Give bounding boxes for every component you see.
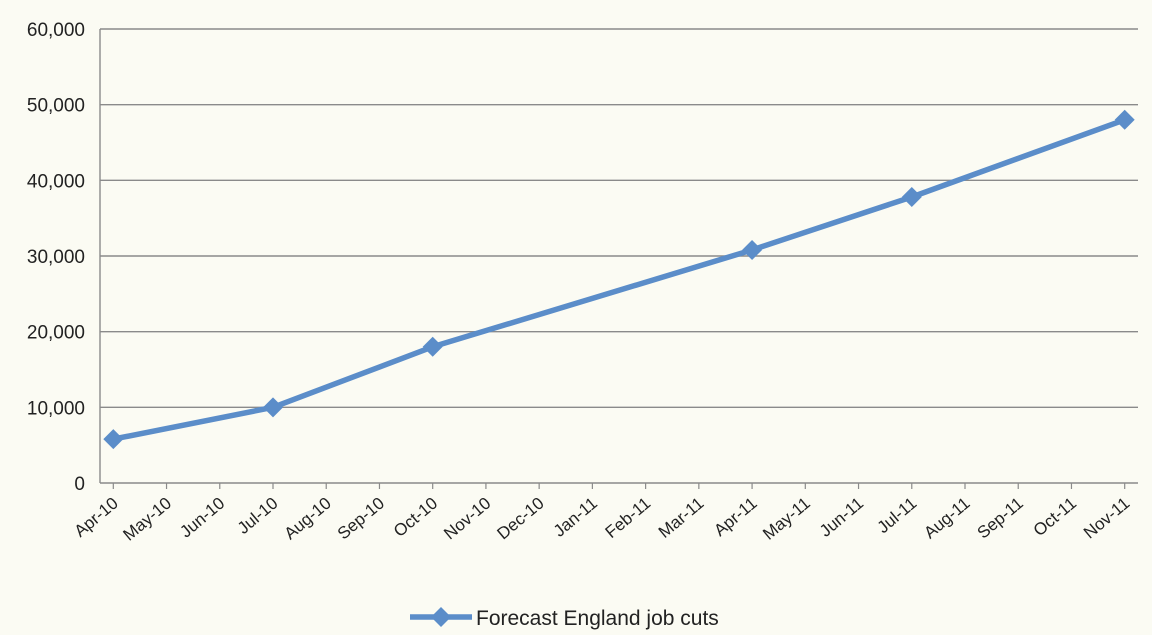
x-tick-label: Jun-11 <box>816 494 867 541</box>
x-tick-label: Aug-11 <box>920 494 973 543</box>
x-tick-label: Nov-10 <box>440 494 494 544</box>
x-tick-label: Jul-10 <box>234 494 282 538</box>
x-tick-label: Jun-10 <box>176 494 228 542</box>
x-tick-label: Jul-11 <box>874 494 921 538</box>
data-point-marker <box>263 397 283 418</box>
data-point-marker <box>422 336 443 357</box>
x-tick-label: Mar-11 <box>655 494 708 542</box>
x-tick-label: May-10 <box>119 494 175 545</box>
x-tick-label: Apr-10 <box>71 494 122 541</box>
legend-label: Forecast England job cuts <box>476 607 719 630</box>
series-line <box>112 117 1126 442</box>
y-tick-label: 40,000 <box>27 171 85 192</box>
gridlines <box>100 28 1138 484</box>
y-axis-ticks: 0 10,000 20,000 30,000 40,000 50,000 60,000 <box>27 20 85 495</box>
y-tick-label: 30,000 <box>27 247 85 268</box>
y-tick-label: 20,000 <box>27 323 85 344</box>
x-tick-label: Sep-11 <box>974 494 1027 543</box>
series-layer <box>103 109 1135 450</box>
x-tick-label: Oct-10 <box>390 494 441 541</box>
data-point-marker <box>103 429 124 450</box>
x-tick-label: Apr-11 <box>710 494 760 541</box>
y-tick-label: 60,000 <box>27 20 85 41</box>
x-tick-label: May-11 <box>759 494 814 544</box>
data-point-marker <box>901 186 922 207</box>
data-point-marker <box>742 239 763 260</box>
x-tick-label: Nov-11 <box>1080 494 1133 543</box>
x-tick-label: Sep-10 <box>334 494 388 544</box>
x-tick-label: Jan-11 <box>550 494 601 541</box>
legend: Forecast England job cuts <box>410 607 719 630</box>
legend-swatch-marker <box>431 607 451 627</box>
data-point-marker <box>1114 109 1135 130</box>
x-tick-label: Aug-10 <box>281 494 335 544</box>
x-tick-label: Feb-11 <box>602 494 655 542</box>
x-tick-label: Oct-11 <box>1030 494 1080 541</box>
y-tick-label: 10,000 <box>27 398 85 419</box>
x-tick-label: Dec-10 <box>494 494 548 544</box>
y-tick-label: 0 <box>74 474 85 495</box>
y-tick-label: 50,000 <box>27 96 85 117</box>
